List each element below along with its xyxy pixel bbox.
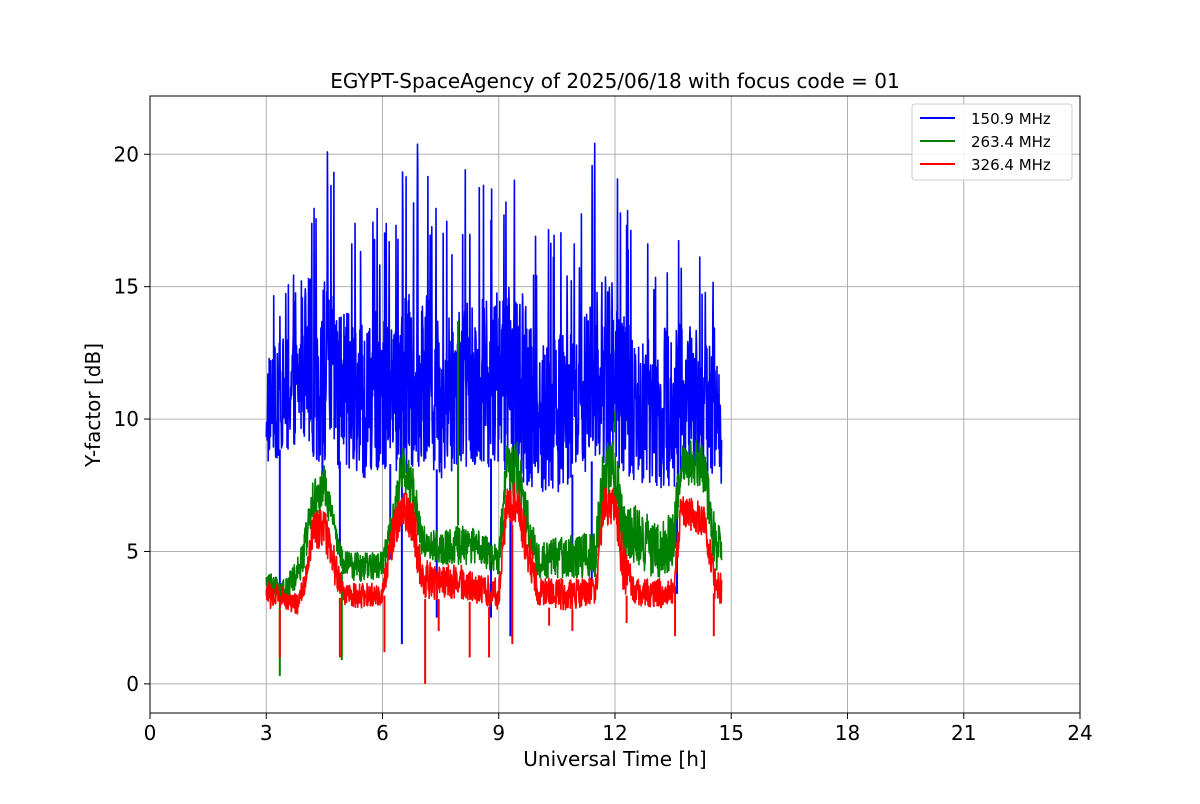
series-layer <box>265 142 723 684</box>
x-tick-label: 12 <box>602 721 627 745</box>
series-326-4-mhz <box>265 483 723 684</box>
x-tick-label: 3 <box>260 721 273 745</box>
x-axis-label: Universal Time [h] <box>523 747 706 771</box>
x-tick-label: 0 <box>144 721 157 745</box>
y-tick-label: 5 <box>126 539 139 563</box>
series-line <box>265 142 723 493</box>
y-axis: 0 5 10 15 20 <box>114 142 150 696</box>
x-tick-label: 6 <box>376 721 389 745</box>
series-line <box>265 483 723 615</box>
x-tick-label: 15 <box>719 721 744 745</box>
x-tick-label: 24 <box>1067 721 1092 745</box>
y-axis-label: Y-factor [dB] <box>81 343 105 468</box>
legend: 150.9 MHz 263.4 MHz 326.4 MHz <box>911 103 1073 181</box>
x-axis: 0 3 6 9 12 15 18 21 24 <box>144 713 1093 745</box>
x-tick-label: 21 <box>951 721 976 745</box>
legend-label: 263.4 MHz <box>971 133 1051 151</box>
x-tick-label: 18 <box>835 721 860 745</box>
chart-title: EGYPT-SpaceAgency of 2025/06/18 with foc… <box>330 69 899 93</box>
y-tick-label: 10 <box>114 407 139 431</box>
legend-label: 150.9 MHz <box>971 110 1051 128</box>
y-tick-label: 15 <box>114 275 139 299</box>
y-tick-label: 20 <box>114 142 139 166</box>
legend-label: 326.4 MHz <box>971 156 1051 174</box>
y-tick-label: 0 <box>126 672 139 696</box>
x-tick-label: 9 <box>492 721 505 745</box>
series-line <box>265 439 723 600</box>
legend-box <box>911 103 1073 181</box>
